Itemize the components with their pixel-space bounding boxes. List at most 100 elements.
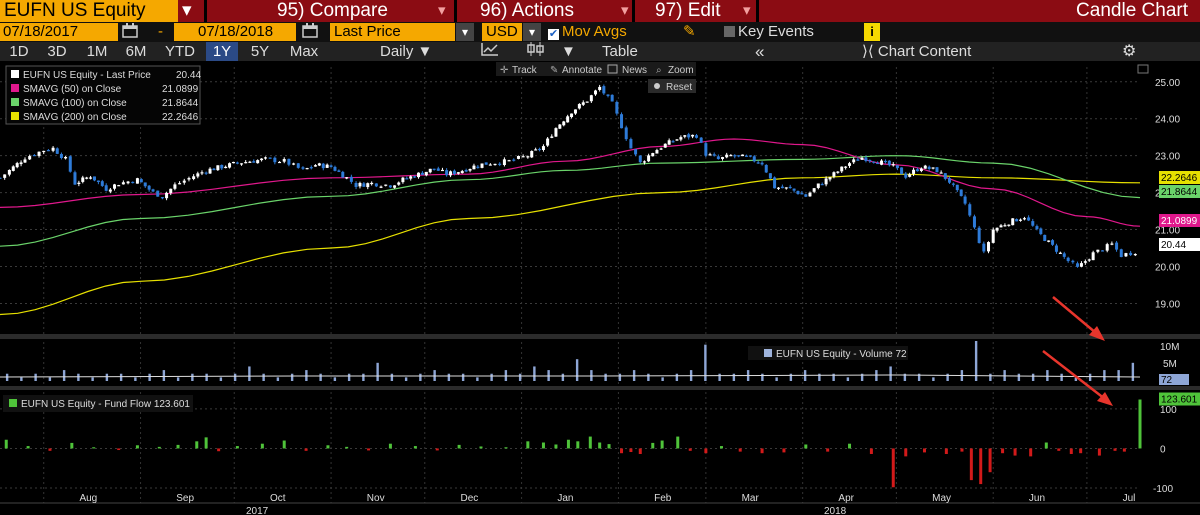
frequency-dropdown-icon: ▼ [417, 43, 433, 60]
chart-content-button[interactable]: ⟩⟨ Chart Content [862, 42, 971, 61]
candle-body [263, 157, 267, 159]
candle-body [923, 165, 927, 169]
volume-bar [419, 373, 422, 381]
line-chart-icon[interactable] [474, 42, 506, 61]
candle-body [374, 183, 378, 187]
key-events-toggle[interactable]: Key Events [724, 23, 814, 41]
gear-icon[interactable]: ⚙ [1122, 43, 1137, 60]
end-date-field[interactable]: 07/18/2018 [174, 23, 296, 41]
candle-body [85, 177, 89, 179]
candle-body [301, 167, 305, 169]
ticker-dropdown-icon[interactable]: ▾ [182, 0, 192, 21]
mov-avgs-toggle[interactable]: ✔ Mov Avgs [548, 23, 627, 41]
grid-lines [0, 67, 1140, 503]
period-button-1m[interactable]: 1M [86, 43, 108, 60]
candle-body [955, 184, 959, 191]
volume-bar [262, 373, 265, 381]
period-button-3d[interactable]: 3D [47, 43, 67, 60]
fund-flow-bar [4, 439, 8, 449]
candle-body [260, 158, 264, 161]
calendar-icon[interactable] [302, 23, 322, 41]
candle-body [151, 189, 155, 192]
candle-body [329, 165, 333, 167]
chart-style-dropdown-icon[interactable]: ▼ [561, 43, 576, 60]
info-icon[interactable]: i [864, 23, 880, 41]
volume-bar [376, 362, 379, 381]
price-type-field[interactable]: Last Price [330, 23, 455, 41]
price-type-dropdown-icon[interactable]: ▾ [456, 23, 474, 41]
volume-bar [276, 377, 280, 381]
candle-body [570, 113, 574, 118]
volume-bar [675, 373, 679, 381]
fund-flow-bar [576, 441, 580, 449]
currency-dropdown-icon[interactable]: ▾ [523, 23, 541, 41]
candle-body [887, 160, 891, 166]
table-button[interactable]: Table [602, 43, 638, 60]
candle-body [663, 143, 667, 148]
fund-flow-bar [1138, 399, 1142, 449]
period-button-1y[interactable]: 1Y [206, 42, 238, 61]
candle-body [585, 101, 589, 103]
candle-body [440, 169, 444, 172]
fund-flow-bar [988, 448, 992, 473]
edit-dropdown-icon[interactable]: ▾ [743, 2, 751, 19]
zoom-tool[interactable]: ⌕ Zoom [656, 65, 694, 76]
chart-toolbar-bg [496, 62, 696, 76]
currency-field[interactable]: USD [482, 23, 522, 41]
compare-dropdown-icon[interactable]: ▾ [438, 2, 446, 19]
candle-body [104, 185, 108, 191]
period-button-6m[interactable]: 6M [125, 43, 147, 60]
flow-tick-label: 100 [1160, 405, 1177, 416]
volume-bar [846, 377, 850, 381]
period-button-5y[interactable]: 5Y [250, 43, 270, 60]
candle-body [228, 163, 232, 168]
start-date-field[interactable]: 07/18/2017 [0, 23, 118, 41]
frequency-selector[interactable]: Daily ▼ [380, 42, 432, 61]
maximize-panel-icon[interactable] [1137, 64, 1149, 74]
candle-body [951, 183, 955, 185]
legend-label: EUFN US Equity - Last Price [23, 70, 151, 81]
actions-menu[interactable]: 96) Actions [480, 0, 574, 21]
volume-bar [447, 373, 451, 381]
candle-body [216, 165, 220, 171]
candle-body [413, 176, 417, 178]
ticker-field[interactable]: EUFN US Equity [0, 0, 178, 22]
period-button-max[interactable]: Max [289, 43, 319, 60]
year-label: 2017 [246, 506, 269, 515]
candle-body [800, 193, 804, 195]
volume-bar [1088, 373, 1092, 381]
track-tool[interactable]: ✛ Track [500, 65, 538, 76]
reset-icon [654, 83, 660, 89]
pencil-icon[interactable]: ✎ [683, 23, 696, 40]
fund-flow-bar [848, 443, 852, 449]
period-button-1d[interactable]: 1D [9, 43, 29, 60]
volume-bar [1031, 373, 1035, 381]
candle-body [1101, 250, 1105, 252]
candle-body [231, 161, 235, 164]
period-button-ytd[interactable]: YTD [165, 43, 195, 60]
flow-tick-label: 0 [1160, 444, 1166, 455]
volume-bar [134, 377, 137, 381]
candle-body [816, 183, 820, 188]
collapse-icon[interactable]: « [755, 42, 765, 61]
candle-body [741, 154, 745, 157]
candle-body [131, 181, 135, 184]
candle-body [64, 157, 68, 159]
edit-menu[interactable]: 97) Edit [655, 0, 721, 21]
candle-body [100, 181, 104, 186]
reset-button[interactable]: Reset [648, 79, 696, 93]
candle-body [7, 169, 11, 175]
candle-body [349, 176, 353, 182]
actions-dropdown-icon[interactable]: ▾ [621, 2, 629, 19]
fund-flow-bar [688, 448, 692, 451]
candle-body [968, 204, 972, 216]
compare-menu[interactable]: 95) Compare [277, 0, 388, 21]
month-label: May [932, 493, 951, 504]
calendar-icon[interactable] [122, 23, 142, 41]
volume-legend: EUFN US Equity - Volume 72 [748, 346, 908, 360]
currency-value: USD [486, 23, 518, 40]
fund-flow-bar [719, 446, 723, 449]
news-tool[interactable]: News [607, 64, 647, 76]
candle-icon[interactable] [520, 42, 552, 61]
annotate-tool[interactable]: ✎ Annotate [550, 65, 602, 76]
